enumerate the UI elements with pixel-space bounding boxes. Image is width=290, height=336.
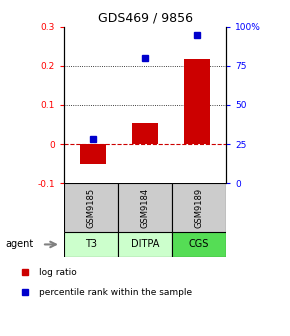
Bar: [64, 232, 118, 257]
Bar: [184, 59, 211, 144]
Text: DITPA: DITPA: [131, 240, 159, 249]
Text: GSM9184: GSM9184: [140, 187, 150, 227]
Bar: [64, 183, 118, 232]
Bar: [172, 183, 226, 232]
Text: T3: T3: [85, 240, 97, 249]
Bar: [118, 232, 172, 257]
Text: GSM9189: GSM9189: [195, 187, 204, 227]
Text: GDS469 / 9856: GDS469 / 9856: [97, 12, 193, 25]
Text: CGS: CGS: [189, 240, 209, 249]
Bar: [132, 123, 158, 144]
Bar: [118, 183, 172, 232]
Text: GSM9185: GSM9185: [86, 187, 95, 227]
Bar: [79, 144, 106, 164]
Text: agent: agent: [6, 240, 34, 249]
Bar: [172, 232, 226, 257]
Text: log ratio: log ratio: [39, 268, 76, 277]
Text: percentile rank within the sample: percentile rank within the sample: [39, 288, 192, 297]
